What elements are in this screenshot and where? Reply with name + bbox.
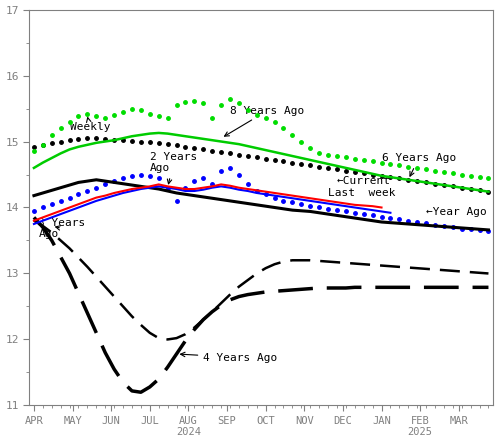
- Text: 4 Years Ago: 4 Years Ago: [181, 352, 278, 362]
- Text: Last  week: Last week: [328, 188, 395, 198]
- Text: 8 Years Ago: 8 Years Ago: [224, 106, 304, 136]
- Text: Weekly: Weekly: [69, 118, 110, 132]
- Text: 3 Years
Ago: 3 Years Ago: [38, 218, 86, 239]
- Text: ←Current: ←Current: [337, 176, 391, 187]
- Text: 6 Years Ago: 6 Years Ago: [381, 153, 456, 176]
- Text: 2 Years
Ago: 2 Years Ago: [150, 152, 197, 184]
- Text: ←Year Ago: ←Year Ago: [426, 207, 487, 218]
